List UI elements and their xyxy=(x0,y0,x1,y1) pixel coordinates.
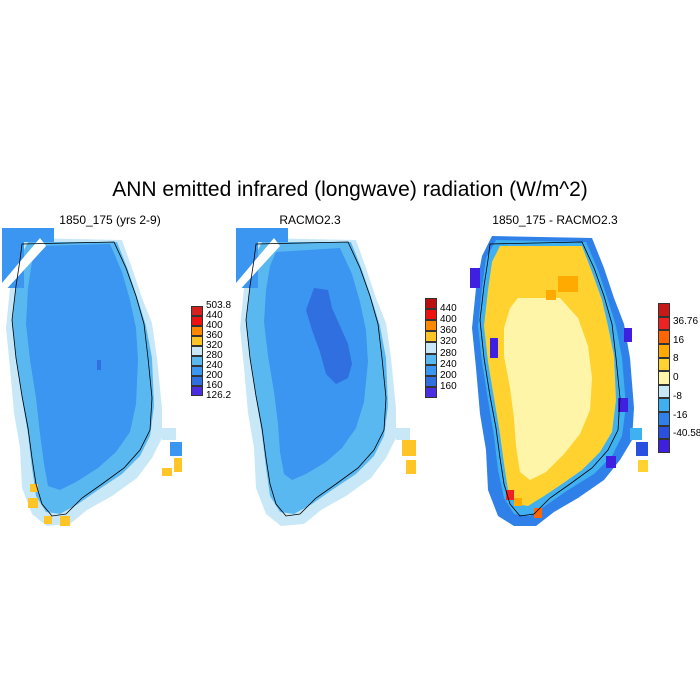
ice-sheet-interior xyxy=(26,244,138,490)
colorbar-swatch xyxy=(425,364,437,376)
colorbar-label: 400 xyxy=(206,320,223,331)
colorbar-swatch xyxy=(658,357,670,372)
panel-title-difference: 1850_175 - RACMO2.3 xyxy=(492,213,618,227)
colorbar-swatch xyxy=(425,309,437,321)
colorbar-label: 240 xyxy=(440,358,457,370)
colorbar-swatch xyxy=(658,316,670,331)
colorbar-label: 440 xyxy=(440,303,457,315)
greenland-map-difference xyxy=(470,236,648,526)
colorbar-swatch xyxy=(191,386,203,396)
colorbar-difference: 36.76 16 8 0 -8 -16 -40.58 xyxy=(658,303,700,453)
colorbar-label: 360 xyxy=(206,330,223,341)
colorbar-swatch xyxy=(191,366,203,376)
colorbar-label: 360 xyxy=(440,325,457,337)
colorbar-swatch xyxy=(191,306,203,316)
colorbar-label: 160 xyxy=(440,380,457,392)
colorbar-swatch xyxy=(658,439,670,453)
colorbar-swatch xyxy=(658,398,670,413)
colorbar-label: 400 xyxy=(440,314,457,326)
colorbar-label: -40.58 xyxy=(673,428,700,440)
nw-coast-pixels xyxy=(2,228,54,294)
colorbar-label: 200 xyxy=(440,369,457,381)
east-island-pixels xyxy=(162,428,182,476)
colorbar-label: 36.76 xyxy=(673,315,699,327)
colorbar-swatch xyxy=(425,386,437,398)
greenland-map-model xyxy=(2,228,182,526)
colorbar-swatch xyxy=(658,330,670,344)
colorbar-swatch xyxy=(425,375,437,387)
panel-title-model: 1850_175 (yrs 2-9) xyxy=(59,213,161,227)
colorbar-swatch xyxy=(658,384,670,399)
colorbar-swatch xyxy=(658,343,670,358)
colorbar-label: 503.8 xyxy=(206,300,232,311)
colorbar-model: 503.8 440 400 360 320 280 240 200 160 126.2 xyxy=(191,301,231,401)
colorbar-swatch xyxy=(658,371,670,385)
colorbar-swatch xyxy=(191,356,203,366)
colorbar-swatch xyxy=(658,303,670,317)
colorbar-label: 0 xyxy=(673,372,679,383)
greenland-map-racmo xyxy=(236,228,416,526)
interior-minimum-region xyxy=(306,288,352,384)
colorbar-swatch xyxy=(191,376,203,386)
colorbar-swatch xyxy=(191,326,203,336)
colorbar-racmo: 440 400 360 320 280 240 200 160 xyxy=(425,298,457,398)
colorbar-swatch xyxy=(191,336,203,346)
coastline xyxy=(11,241,153,517)
colorbar-swatch xyxy=(425,298,437,310)
colorbar-label: 200 xyxy=(206,370,223,381)
colorbar-label: 160 xyxy=(206,380,223,391)
colorbar-swatch xyxy=(425,353,437,365)
panel-title-racmo: RACMO2.3 xyxy=(279,213,341,227)
colorbar-label: 8 xyxy=(673,353,679,365)
colorbar-swatch xyxy=(658,425,670,440)
colorbar-label: 320 xyxy=(440,336,457,348)
colorbar-swatch xyxy=(425,342,437,354)
south-tip-warm-pixels xyxy=(28,484,70,526)
colorbar-swatch xyxy=(191,346,203,356)
colorbar-label: 16 xyxy=(673,334,685,346)
south-tip-red-pixels xyxy=(506,490,542,518)
margin-violet-pixels xyxy=(470,268,632,468)
colorbar-label: 280 xyxy=(206,350,223,361)
colorbar-swatch xyxy=(658,412,670,426)
colorbar-swatch xyxy=(425,331,437,343)
colorbar-label: 320 xyxy=(206,340,223,351)
colorbar-label: -8 xyxy=(673,390,682,402)
colorbar-swatch xyxy=(425,320,437,332)
colorbar-label: 240 xyxy=(206,360,223,371)
colorbar-label: 280 xyxy=(440,347,457,359)
figure-title: ANN emitted infrared (longwave) radiatio… xyxy=(112,178,588,201)
colorbar-swatch xyxy=(191,316,203,326)
colorbar-label: -16 xyxy=(673,409,688,421)
colorbar-label: 440 xyxy=(206,310,223,321)
colorbar-label: 126.2 xyxy=(206,390,232,401)
